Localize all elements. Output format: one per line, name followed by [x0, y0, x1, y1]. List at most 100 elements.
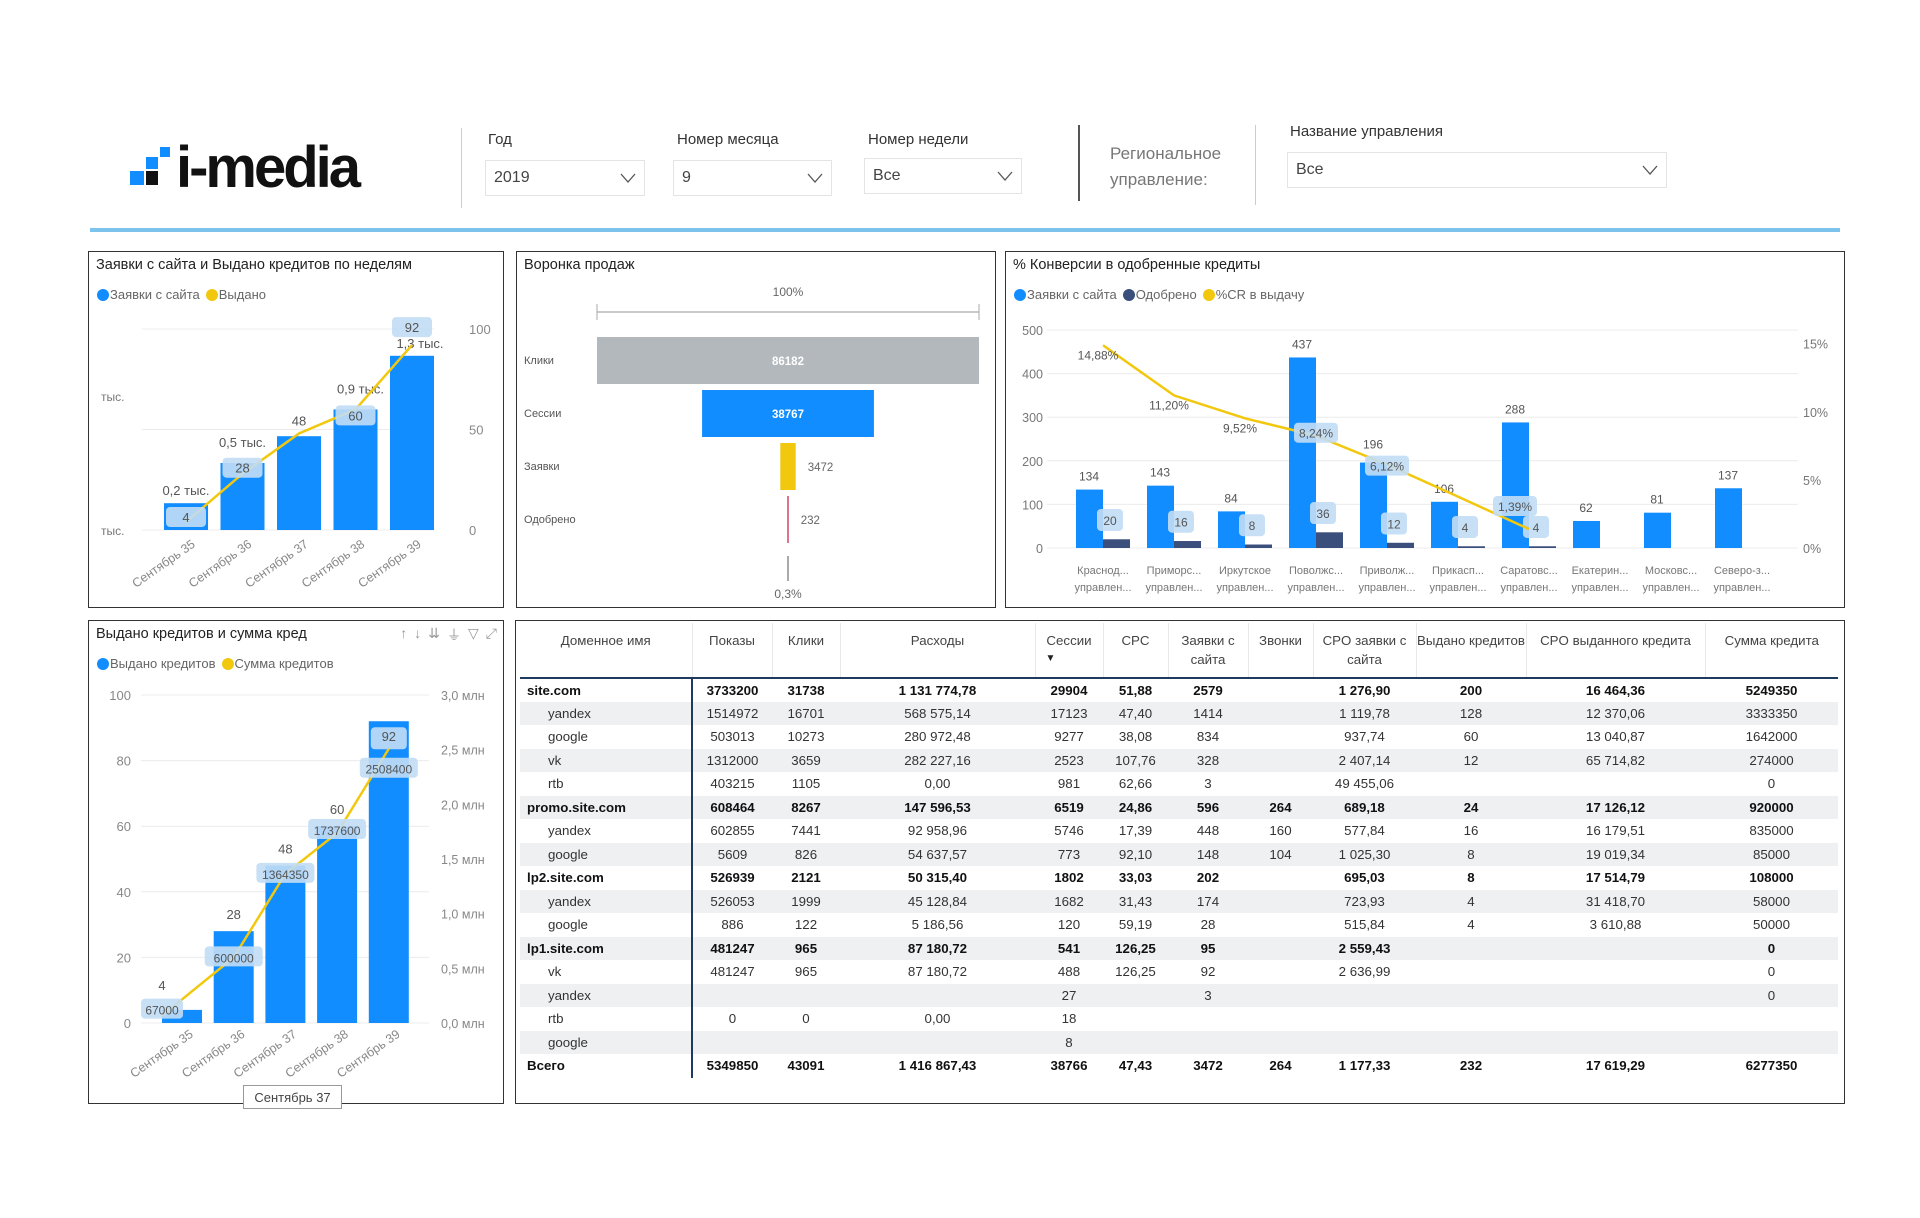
table-cell: 965 [794, 964, 818, 980]
region-dropdown[interactable]: Все [1287, 152, 1667, 188]
legend-item[interactable]: %CR в выдачу [1202, 287, 1304, 302]
table-cell [1416, 1007, 1526, 1031]
table-total-row[interactable]: Всего 5349850 43091 1 416 867,43 38766 47,43 3… [520, 1054, 1838, 1078]
y-left-tick-label: 400 [1022, 368, 1043, 382]
table-cell: 602855 [710, 823, 755, 839]
month-dropdown[interactable]: 9 [673, 160, 832, 196]
table-row[interactable]: site.com 3733200 31738 1 131 774,78 29904 51,… [520, 678, 1838, 702]
bar[interactable] [390, 355, 434, 530]
arrow-up-icon[interactable]: ↑ [400, 625, 408, 641]
column-header[interactable]: CPO заявки с сайта [1312, 623, 1416, 679]
table-cell: 8 [1467, 870, 1475, 886]
funnel-bar[interactable] [780, 443, 796, 490]
table-row[interactable]: google 5609 826 54 637,57 773 92,10 148 104 1 02… [520, 842, 1838, 866]
column-header[interactable]: Клики [771, 623, 840, 679]
legend-item[interactable]: Одобрено [1122, 287, 1197, 302]
table-row[interactable]: vk 481247 965 87 180,72 488 126,25 92 2 636,99 0 [520, 960, 1838, 984]
table-cell: 16701 [772, 701, 840, 725]
table-cell: 965 [772, 936, 840, 960]
column-header[interactable]: Расходы [839, 623, 1035, 679]
bar-approved[interactable] [1387, 542, 1414, 548]
bar-data-label: 4 [1462, 521, 1469, 535]
bar-applications[interactable] [1573, 520, 1600, 548]
bar-applications[interactable] [1360, 462, 1387, 548]
divider [1255, 125, 1256, 205]
bar[interactable] [317, 826, 358, 1023]
table-cell [1168, 1007, 1248, 1031]
table-cell: 503013 [710, 729, 755, 745]
table-row[interactable]: lp2.site.com 526939 2121 50 315,40 1802 33,03… [520, 866, 1838, 890]
conversion-chart-panel[interactable]: 0 100 200 300 400 500 0% 5% 10% 15% Краснод... упра… [1005, 251, 1845, 608]
arrow-down-icon[interactable]: ↓ [414, 625, 422, 641]
domain-cell: lp1.site.com [520, 936, 693, 960]
line-data-label: 1,39% [1498, 500, 1532, 514]
year-dropdown[interactable]: 2019 [485, 160, 645, 196]
column-header[interactable]: Сессии ▼ [1034, 623, 1103, 679]
legend-item[interactable]: Выдано кредитов [97, 656, 216, 671]
funnel-bar[interactable] [787, 496, 789, 543]
table-cell: 28 [1200, 917, 1216, 933]
hierarchy-icon[interactable]: ⏚ [447, 627, 462, 643]
chart-legend: Выдано кредитов Сумма кредитов [97, 656, 334, 671]
bar-approved[interactable] [1458, 546, 1485, 548]
legend-item[interactable]: Сумма кредитов [221, 656, 334, 671]
x-tick-label: Екатерин... [1572, 565, 1629, 577]
domain-cell: Всего [520, 1054, 693, 1078]
legend-item[interactable]: Выдано [205, 287, 266, 302]
data-label-background [1493, 496, 1537, 517]
bar[interactable] [333, 409, 378, 530]
data-label-background [370, 727, 407, 750]
table-row[interactable]: yandex 526053 1999 45 128,84 1682 31,43 174 723… [520, 889, 1838, 913]
filter-icon[interactable]: ▽ [468, 625, 479, 641]
column-header[interactable]: CPO выданного кредита [1525, 623, 1705, 679]
legend-item[interactable]: Заявки с сайта [1014, 287, 1117, 302]
column-header[interactable]: Выдано кредитов [1415, 623, 1526, 679]
bar-approved[interactable] [1316, 532, 1343, 548]
bar-data-label: 137 [1718, 468, 1738, 482]
table-row[interactable]: yandex 27 3 0 [520, 983, 1838, 1007]
table-row[interactable]: yandex 1514972 16701 568 575,14 17123 47,40 14… [520, 701, 1838, 725]
domain-table-panel[interactable]: Доменное имя Показы Клики Расходы Сессии ▼ CPC… [515, 620, 1845, 1104]
table-row[interactable]: google 886 122 5 186,56 120 59,19 28 515,84 4 3 6… [520, 913, 1838, 937]
table-row[interactable]: google 503013 10273 280 972,48 9277 38,08 834 9… [520, 725, 1838, 749]
table-row[interactable]: yandex 602855 7441 92 958,96 5746 17,39 448 160… [520, 819, 1838, 843]
weekly-chart-panel[interactable]: 0 50 100 тыс. тыс. 0,2 тыс. Сентябрь 35 0,5 тыс… [88, 251, 504, 608]
data-label-background [1310, 501, 1336, 524]
week-dropdown[interactable]: Все [864, 158, 1022, 194]
table-row[interactable]: vk 1312000 3659 282 227,16 2523 107,76 328 2 40… [520, 748, 1838, 772]
table-cell: 38,08 [1118, 729, 1153, 745]
funnel-bar[interactable] [702, 390, 874, 437]
funnel-chart-panel[interactable]: 100% Клики 86182 Сессии 38767 Заявки 3472 Одобр… [516, 251, 996, 608]
bar-approved[interactable] [1529, 546, 1556, 548]
bar-data-label: 48 [278, 842, 292, 857]
funnel-stage-label: Одобрено [524, 514, 576, 526]
bar-applications[interactable] [1644, 512, 1671, 548]
bar[interactable] [213, 931, 254, 1023]
table-row[interactable]: rtb 403215 1105 0,00 981 62,66 3 49 455,06 0 [520, 772, 1838, 796]
bar-approved[interactable] [1245, 544, 1272, 548]
column-header[interactable]: Заявки с сайта [1167, 623, 1248, 679]
column-header[interactable]: Звонки [1247, 623, 1313, 679]
focus-mode-icon[interactable]: ⤢ [485, 625, 497, 641]
bar-approved[interactable] [1174, 541, 1201, 548]
table-row[interactable]: lp1.site.com 481247 965 87 180,72 541 126,25 9… [520, 936, 1838, 960]
table-cell: 9277 [1054, 729, 1084, 745]
table-row[interactable]: google 8 [520, 1030, 1838, 1054]
bar-approved[interactable] [1103, 539, 1130, 548]
sort-descending-icon[interactable]: ▼ [1045, 653, 1056, 664]
credits-chart-panel[interactable]: 0 20 40 60 80 100 0,0 млн 0,5 млн 1,0 млн 1,5 млн… [88, 620, 504, 1104]
funnel-bar[interactable] [597, 337, 979, 384]
table-row[interactable]: rtb 0 0 0,00 18 [520, 1007, 1838, 1031]
column-header[interactable]: Доменное имя [520, 623, 692, 679]
bar-applications[interactable] [1715, 488, 1742, 548]
double-arrow-down-icon[interactable]: ⇊ [428, 625, 441, 641]
column-header[interactable]: CPC [1102, 623, 1168, 679]
bar[interactable] [265, 865, 306, 1023]
table-row[interactable]: promo.site.com 608464 8267 147 596,53 6519 24… [520, 795, 1838, 819]
credits-chart: 0 20 40 60 80 100 0,0 млн 0,5 млн 1,0 млн 1,5 млн… [109, 688, 485, 1081]
y-right-tick-label: 2,0 млн [441, 798, 485, 812]
bar[interactable] [277, 436, 321, 530]
column-header[interactable]: Сумма кредита [1704, 623, 1838, 679]
legend-item[interactable]: Заявки с сайта [97, 287, 200, 302]
column-header[interactable]: Показы [691, 623, 772, 679]
